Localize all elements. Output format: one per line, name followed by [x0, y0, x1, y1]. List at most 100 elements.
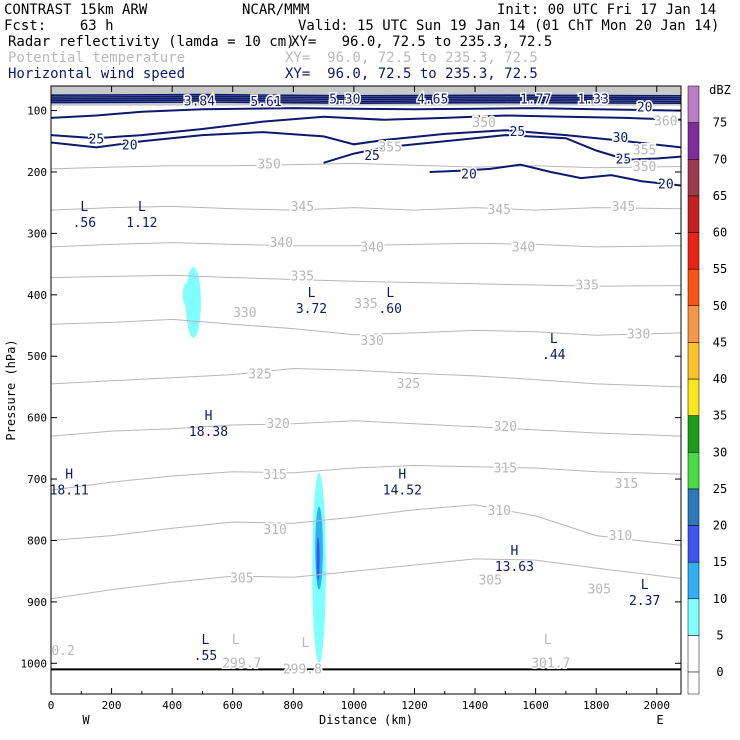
extremum-value: 18.38 — [189, 425, 228, 440]
theta-contour-label: 315 — [263, 468, 286, 483]
wind-speed-contour — [51, 129, 681, 149]
extremum-value: 13.63 — [495, 560, 534, 575]
extremum-value: .56 — [73, 216, 96, 231]
theta-contour-label: 350 — [257, 158, 280, 173]
theta-contour — [51, 504, 681, 546]
y-tick-label: 900 — [27, 596, 47, 609]
wind-contour-label: 25 — [616, 153, 632, 168]
extremum-marker: L — [232, 633, 240, 648]
theta-contour-label: 330 — [360, 334, 383, 349]
colorbar-swatch — [687, 232, 700, 270]
x-tick-label: 1200 — [401, 699, 428, 712]
theta-contour-label: 305 — [587, 583, 610, 598]
theta-contour-label: 340 — [512, 241, 535, 256]
extremum-marker: H — [510, 544, 518, 559]
y-tick-label: 300 — [27, 227, 47, 240]
west-label: W — [82, 713, 90, 727]
theta-contour-label: 360 — [654, 115, 677, 130]
extremum-marker: L — [202, 633, 210, 648]
x-tick-label: 2000 — [644, 699, 671, 712]
colorbar-swatch — [687, 598, 700, 636]
forecast-hour: Fcst: 63 h — [4, 18, 114, 34]
colorbar-level-label: 0 — [716, 665, 723, 679]
theta-contour-label: 315 — [494, 462, 517, 477]
jet-core-contour — [51, 93, 681, 97]
theta-contour-label: 350 — [633, 160, 656, 175]
jet-core-contour — [51, 99, 681, 103]
colorbar-swatch — [687, 671, 700, 695]
theta-contour-label: 340 — [360, 241, 383, 256]
extremum-marker: L — [544, 633, 552, 648]
theta-contour-label: 345 — [291, 200, 314, 215]
theta-contour-label: 345 — [488, 203, 511, 218]
wind-speed-contour — [323, 134, 681, 164]
theta-contour-label: 310 — [488, 504, 511, 519]
theta-contour-label: 350 — [472, 116, 495, 131]
init-time: Init: 00 UTC Fri 17 Jan 14 — [497, 2, 717, 18]
y-tick-label: 800 — [27, 534, 47, 547]
x-tick-label: 1000 — [341, 699, 368, 712]
x-tick-label: 1400 — [462, 699, 489, 712]
colorbar-level-label: 70 — [713, 152, 727, 166]
extremum-value: 14.52 — [383, 483, 422, 498]
theta-contour-label: 305 — [478, 573, 501, 588]
model-title: CONTRAST 15km ARW — [4, 2, 148, 18]
colorbar-level-label: 5 — [716, 628, 723, 642]
colorbar-swatch — [687, 561, 700, 600]
theta-contour-label: 301.7 — [531, 656, 570, 671]
colorbar-level-label: 45 — [713, 335, 727, 349]
y-tick-label: 200 — [27, 166, 47, 179]
theta-contour-label: 320 — [266, 417, 289, 432]
jet-core-contour — [51, 97, 681, 101]
theta-contour-label: 355 — [633, 143, 656, 158]
wind-speed-contour — [51, 114, 681, 140]
wind-speed-contour — [429, 163, 681, 187]
extremum-marker: L — [308, 286, 316, 301]
colorbar-level-label: 55 — [713, 262, 727, 276]
theta-contour — [51, 464, 681, 491]
wind-contour-label: 20 — [658, 177, 674, 192]
colorbar-level-label: 35 — [713, 409, 727, 423]
jet-value-label: 1.77 — [520, 93, 551, 108]
wind-contour-label: 25 — [364, 149, 380, 164]
colorbar-level-label: 10 — [713, 592, 727, 606]
theta-contour-label: 299.7 — [222, 656, 261, 671]
y-tick-label: 700 — [27, 473, 47, 486]
wind-contour-label: 20 — [122, 139, 138, 154]
colorbar-level-label: 20 — [713, 519, 727, 533]
theta-contour — [51, 367, 681, 388]
theta-contour-label: 325 — [248, 368, 271, 383]
colorbar-swatch — [687, 305, 700, 343]
extremum-marker: L — [138, 200, 146, 215]
field-wind-name: Horizontal wind speed — [8, 66, 186, 82]
theta-contour — [51, 318, 681, 336]
theta-contour-label: 340 — [269, 236, 292, 251]
colorbar-level-label: 25 — [713, 482, 727, 496]
extremum-value: .55 — [194, 649, 217, 664]
reflectivity-cell — [182, 282, 192, 308]
wind-contour-label: 25 — [510, 125, 526, 140]
org-label: NCAR/MMM — [242, 2, 310, 18]
x-axis-label: Distance (km) — [319, 713, 413, 727]
theta-contour — [51, 205, 681, 211]
y-tick-label: 600 — [27, 412, 47, 425]
x-tick-label: 1800 — [583, 699, 610, 712]
theta-contour — [51, 274, 681, 287]
colorbar-swatch — [687, 415, 700, 453]
colorbar-level-label: 75 — [713, 116, 727, 130]
jet-value-label: 5.61 — [250, 95, 281, 110]
theta-contour — [51, 558, 681, 600]
x-tick-label: 400 — [162, 699, 182, 712]
theta-contour-label: 345 — [612, 200, 635, 215]
theta-contour-label: 335 — [354, 297, 377, 312]
extremum-marker: L — [550, 332, 558, 347]
theta-contour-label: 330 — [233, 306, 256, 321]
extremum-marker: L — [386, 286, 394, 301]
colorbar-swatch — [687, 525, 700, 563]
valid-time: Valid: 15 UTC Sun 19 Jan 14 (01 ChT Mon … — [298, 18, 720, 34]
x-tick-label: 800 — [283, 699, 303, 712]
theta-contour-label: 335 — [291, 269, 314, 284]
jet-value-label: 1.33 — [578, 93, 609, 108]
extremum-marker: H — [205, 409, 213, 424]
